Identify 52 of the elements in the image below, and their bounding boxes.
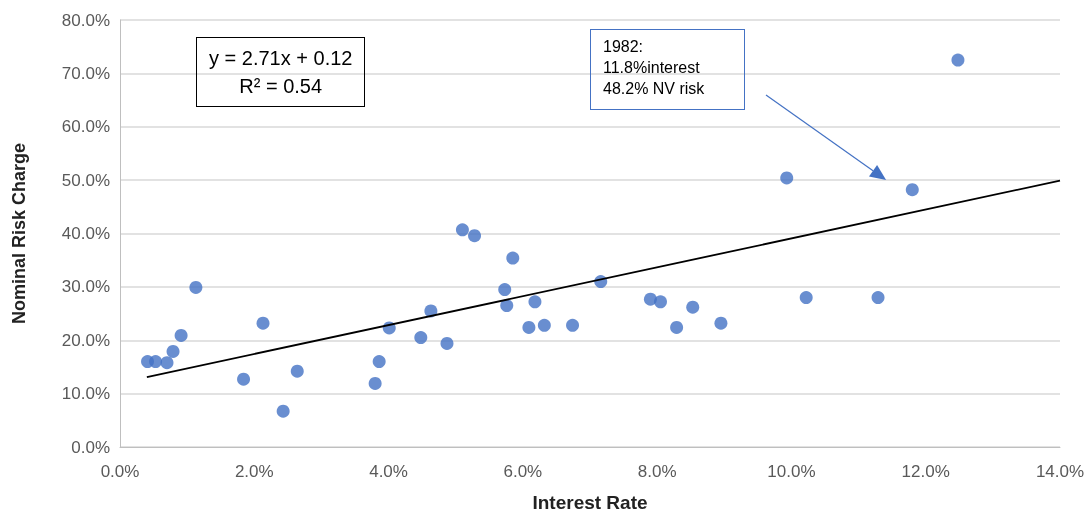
point bbox=[237, 372, 251, 386]
x-tick-label: 0.0% bbox=[100, 462, 140, 481]
y-axis-title: Nominal Risk Charge bbox=[9, 142, 29, 325]
y-tick-label: 20.0% bbox=[61, 330, 110, 350]
x-tick-label: 2.0% bbox=[234, 462, 274, 481]
point bbox=[256, 316, 270, 330]
point bbox=[149, 355, 163, 369]
point bbox=[414, 331, 428, 345]
point bbox=[372, 355, 386, 369]
point bbox=[566, 318, 580, 332]
y-tick-label: 0.0% bbox=[71, 437, 110, 457]
x-tick-label: 6.0% bbox=[503, 462, 543, 481]
point bbox=[799, 291, 813, 305]
point bbox=[455, 223, 469, 237]
point bbox=[276, 404, 290, 418]
point bbox=[537, 318, 551, 332]
point bbox=[951, 53, 965, 67]
y-tick-label: 40.0% bbox=[61, 224, 110, 243]
y-tick-label: 30.0% bbox=[61, 277, 110, 297]
text-box: y = 2.71x + 0.12 R² = 0.54 bbox=[196, 37, 366, 107]
point bbox=[654, 295, 667, 309]
point bbox=[780, 171, 794, 185]
point bbox=[714, 316, 728, 330]
x-tick-label: 4.0% bbox=[369, 462, 408, 481]
x-axis-title: Interest Rate bbox=[532, 492, 648, 513]
point bbox=[174, 328, 188, 342]
point bbox=[871, 291, 885, 305]
point bbox=[506, 251, 520, 265]
y-tick-label: 10.0% bbox=[61, 384, 110, 404]
point bbox=[500, 299, 514, 313]
text-box: 1982: 11.8%interest 48.2% NV risk bbox=[590, 29, 746, 111]
point bbox=[468, 229, 482, 243]
point bbox=[686, 300, 700, 314]
x-tick-label: 12.0% bbox=[901, 462, 950, 481]
y-tick-label: 70.0% bbox=[61, 63, 110, 83]
x-tick-label: 10.0% bbox=[767, 462, 816, 481]
y-tick-label: 80.0% bbox=[61, 10, 110, 30]
x-tick-label: 14.0% bbox=[1035, 462, 1085, 481]
x-tick-label: 8.0% bbox=[637, 462, 677, 481]
point bbox=[522, 320, 536, 334]
point bbox=[670, 320, 684, 334]
point bbox=[440, 336, 454, 350]
point bbox=[189, 280, 203, 294]
point bbox=[290, 364, 304, 378]
point bbox=[528, 295, 542, 309]
y-tick-label: 50.0% bbox=[61, 170, 110, 190]
point bbox=[160, 356, 174, 370]
point bbox=[498, 283, 512, 297]
point bbox=[166, 344, 180, 358]
y-tick-label: 60.0% bbox=[61, 117, 110, 137]
point bbox=[905, 183, 919, 197]
point bbox=[368, 376, 382, 390]
